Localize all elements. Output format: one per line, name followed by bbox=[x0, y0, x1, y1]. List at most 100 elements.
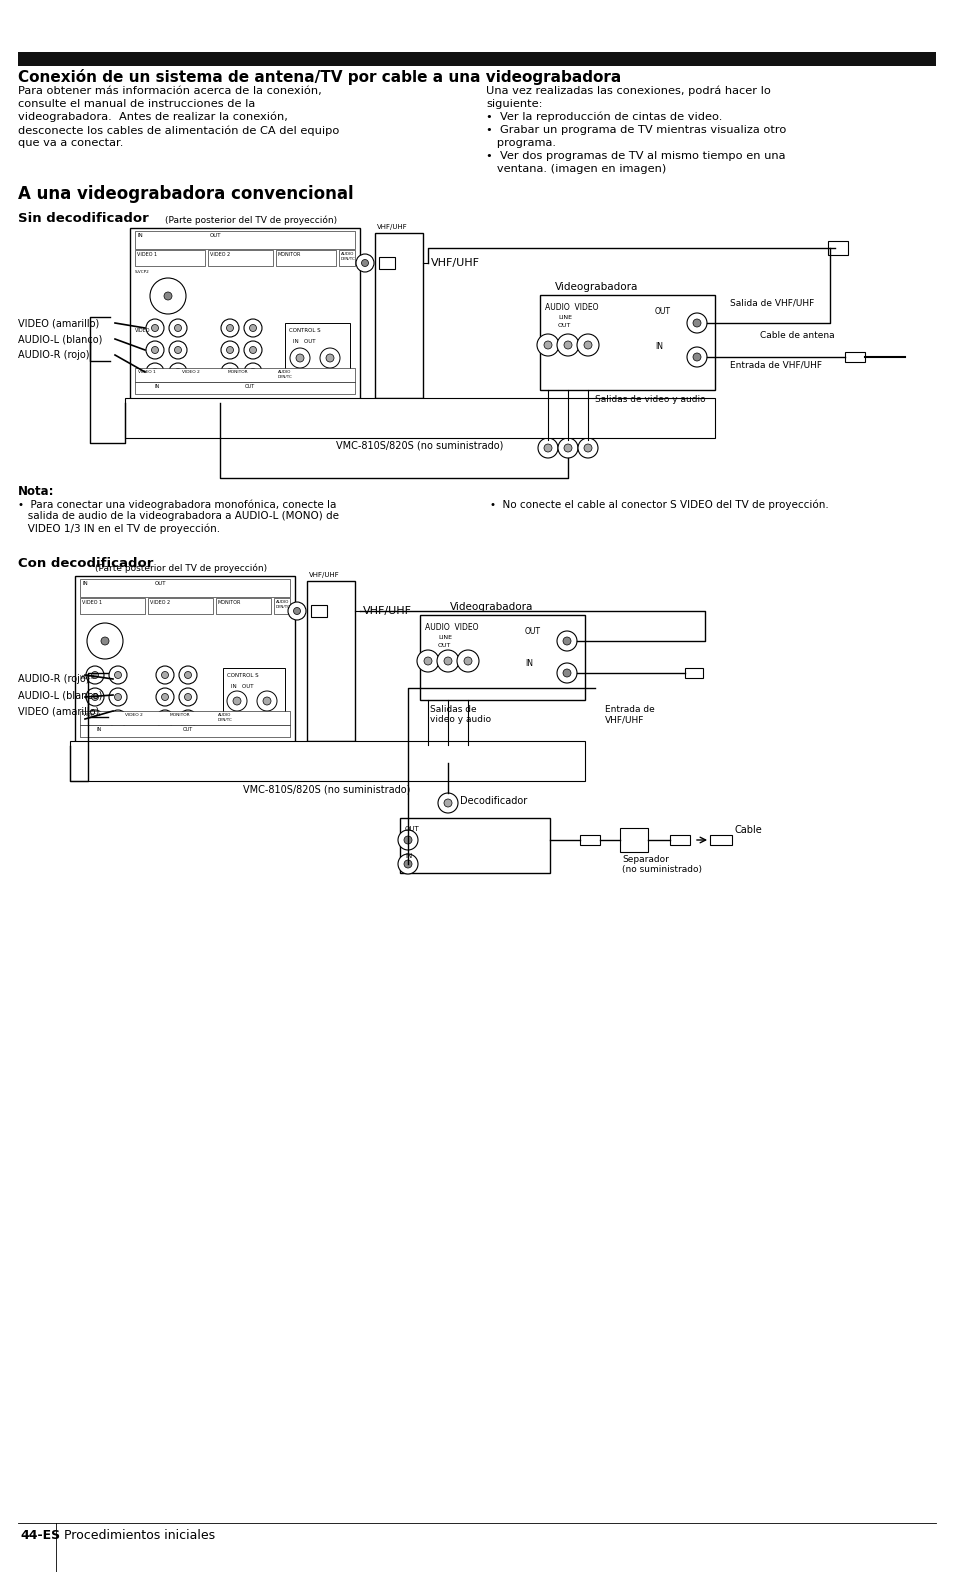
Circle shape bbox=[250, 324, 256, 332]
Circle shape bbox=[256, 692, 276, 711]
Text: •  Ver la reproducción de cintas de video.: • Ver la reproducción de cintas de video… bbox=[485, 112, 721, 123]
Text: IN: IN bbox=[97, 726, 102, 733]
Circle shape bbox=[233, 696, 241, 704]
Text: IN: IN bbox=[405, 854, 412, 858]
Circle shape bbox=[150, 278, 186, 314]
Circle shape bbox=[169, 319, 187, 336]
Text: OUT: OUT bbox=[524, 627, 540, 637]
Circle shape bbox=[692, 319, 700, 327]
Circle shape bbox=[563, 341, 572, 349]
Text: Sin decodificador: Sin decodificador bbox=[18, 212, 149, 225]
Circle shape bbox=[577, 333, 598, 355]
Circle shape bbox=[686, 347, 706, 366]
Circle shape bbox=[562, 670, 571, 678]
Bar bbox=[827, 241, 847, 255]
Circle shape bbox=[403, 836, 412, 844]
Circle shape bbox=[543, 443, 552, 453]
Bar bbox=[669, 835, 689, 846]
Circle shape bbox=[319, 347, 339, 368]
Text: VHF/UHF: VHF/UHF bbox=[431, 258, 479, 267]
Circle shape bbox=[221, 341, 239, 358]
Text: MONITOR: MONITOR bbox=[277, 252, 301, 256]
Circle shape bbox=[437, 792, 457, 813]
Text: •  No conecte el cable al conector S VIDEO del TV de proyección.: • No conecte el cable al conector S VIDE… bbox=[490, 498, 828, 509]
Text: AUDIO  VIDEO: AUDIO VIDEO bbox=[544, 303, 598, 311]
Circle shape bbox=[179, 689, 196, 706]
Circle shape bbox=[156, 711, 173, 728]
Bar bbox=[125, 398, 714, 439]
Circle shape bbox=[583, 341, 592, 349]
Circle shape bbox=[184, 715, 192, 723]
Text: •  Para conectar una videograbadora monofónica, conecte la: • Para conectar una videograbadora monof… bbox=[18, 498, 336, 509]
Circle shape bbox=[156, 689, 173, 706]
Circle shape bbox=[101, 637, 109, 645]
Text: LINE: LINE bbox=[437, 635, 452, 640]
Text: VIDEO 2: VIDEO 2 bbox=[150, 601, 170, 605]
Text: AUDIO-R (rojo): AUDIO-R (rojo) bbox=[18, 674, 90, 684]
Text: MONITOR: MONITOR bbox=[228, 369, 249, 374]
Circle shape bbox=[114, 671, 121, 679]
Text: salida de audio de la videograbadora a AUDIO-L (MONO) de: salida de audio de la videograbadora a A… bbox=[18, 511, 338, 520]
Text: •  Grabar un programa de TV mientras visualiza otro: • Grabar un programa de TV mientras visu… bbox=[485, 126, 785, 135]
Bar bbox=[684, 668, 702, 678]
Text: IN: IN bbox=[83, 582, 89, 586]
Text: VIDEO (amarillo): VIDEO (amarillo) bbox=[18, 318, 99, 329]
Circle shape bbox=[423, 657, 432, 665]
Text: OUT: OUT bbox=[210, 233, 221, 237]
Text: OUT: OUT bbox=[558, 322, 571, 329]
Circle shape bbox=[583, 443, 592, 453]
Text: VHF/UHF: VHF/UHF bbox=[309, 572, 339, 578]
Circle shape bbox=[457, 744, 477, 762]
Circle shape bbox=[563, 443, 572, 453]
Circle shape bbox=[86, 667, 104, 684]
Circle shape bbox=[114, 693, 121, 701]
Bar bbox=[375, 233, 422, 398]
Bar bbox=[18, 52, 935, 66]
Circle shape bbox=[692, 354, 700, 362]
Circle shape bbox=[221, 319, 239, 336]
Circle shape bbox=[91, 671, 98, 679]
Circle shape bbox=[86, 689, 104, 706]
Text: Una vez realizadas las conexiones, podrá hacer lo: Una vez realizadas las conexiones, podrá… bbox=[485, 86, 770, 96]
Text: IN: IN bbox=[154, 384, 160, 388]
Circle shape bbox=[184, 693, 192, 701]
Circle shape bbox=[161, 671, 169, 679]
Circle shape bbox=[463, 657, 472, 665]
Circle shape bbox=[114, 715, 121, 723]
Bar bbox=[80, 711, 290, 725]
Bar bbox=[275, 250, 335, 266]
Text: OUT: OUT bbox=[405, 825, 419, 832]
Circle shape bbox=[244, 341, 262, 358]
Circle shape bbox=[164, 292, 172, 300]
Circle shape bbox=[295, 354, 304, 362]
Text: (Parte posterior del TV de proyección): (Parte posterior del TV de proyección) bbox=[95, 563, 267, 574]
Bar bbox=[135, 231, 355, 248]
Circle shape bbox=[152, 368, 158, 376]
Bar bbox=[709, 835, 731, 846]
Text: Para obtener más información acerca de la conexión,: Para obtener más información acerca de l… bbox=[18, 86, 321, 96]
Circle shape bbox=[456, 649, 478, 671]
Circle shape bbox=[226, 346, 233, 354]
Bar bbox=[130, 228, 359, 402]
Bar bbox=[579, 835, 599, 846]
Text: Videograbadora: Videograbadora bbox=[450, 602, 533, 612]
Circle shape bbox=[146, 363, 164, 380]
Text: IN: IN bbox=[524, 659, 533, 668]
Text: (Parte posterior del TV de proyección): (Parte posterior del TV de proyección) bbox=[165, 215, 336, 225]
Text: S-VCP2: S-VCP2 bbox=[135, 270, 150, 274]
Text: Procedimientos iniciales: Procedimientos iniciales bbox=[64, 1530, 214, 1542]
Circle shape bbox=[179, 667, 196, 684]
Text: AUDIO
DYN/TC: AUDIO DYN/TC bbox=[275, 601, 291, 608]
Circle shape bbox=[578, 439, 598, 457]
Circle shape bbox=[686, 313, 706, 333]
Text: OUT: OUT bbox=[655, 307, 670, 316]
Bar bbox=[80, 597, 145, 615]
Circle shape bbox=[161, 715, 169, 723]
Circle shape bbox=[326, 354, 334, 362]
Circle shape bbox=[437, 744, 457, 762]
Text: Conexión de un sistema de antena/TV por cable a una videograbadora: Conexión de un sistema de antena/TV por … bbox=[18, 69, 620, 85]
Circle shape bbox=[169, 363, 187, 380]
Circle shape bbox=[86, 711, 104, 728]
Text: IN   OUT: IN OUT bbox=[231, 684, 253, 689]
Text: AUDIO-L (blanco): AUDIO-L (blanco) bbox=[18, 333, 102, 344]
